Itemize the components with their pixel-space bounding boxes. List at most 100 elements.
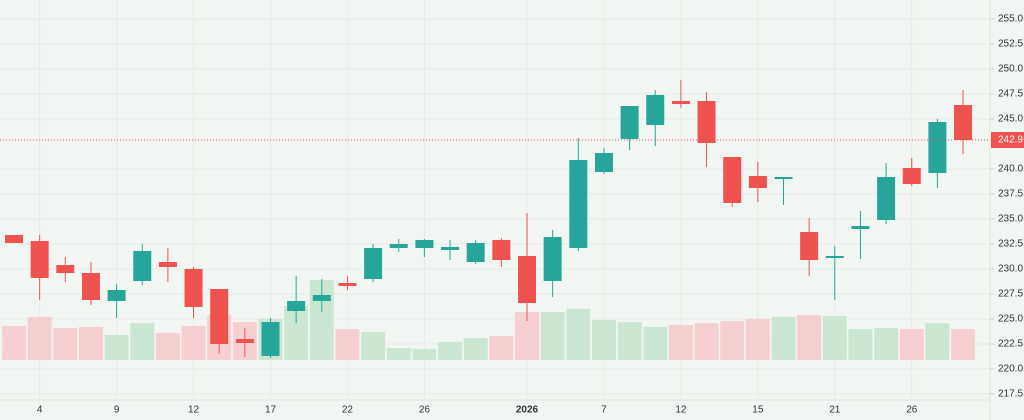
candle-body [569,160,588,248]
y-tick-label: 220.0 [998,364,1023,375]
candle-body [184,269,203,307]
candle-body [261,322,280,356]
candle-body [748,176,767,188]
candle-body [543,237,562,281]
volume-bar [463,338,488,360]
volume-bar [745,319,770,360]
y-tick-label: 252.5 [998,39,1023,50]
candle-body [594,153,613,172]
candle-body [954,105,973,140]
candle-body [928,122,947,173]
volume-bar [489,336,514,360]
price-label: 242.9 [998,135,1023,146]
candle-body [415,240,434,248]
volume-bar [694,323,719,360]
candle-body [723,157,742,203]
candle-body [56,265,75,273]
volume-bar [2,326,26,360]
volume-bar [643,327,668,360]
volume-bar [720,321,745,360]
volume-bar [181,326,206,360]
y-tick-label: 235.0 [998,214,1023,225]
x-tick-label: 12 [188,405,200,416]
candle-body [902,168,921,184]
volume-bar [335,329,360,360]
x-tick-label: 26 [419,405,431,416]
candle-body [30,241,49,278]
y-tick-label: 250.0 [998,64,1023,75]
candle-body [287,301,306,311]
candle-body [671,101,690,104]
volume-bar [412,349,437,360]
y-tick-label: 240.0 [998,164,1023,175]
candle-body [312,295,331,301]
volume-bar [874,328,899,360]
volume-bar [27,317,52,360]
candle-body [620,106,639,139]
candle-body [5,235,23,243]
volume-bar [771,317,796,360]
y-tick-label: 227.5 [998,289,1023,300]
volume-bar [155,333,180,360]
candle-body [646,95,665,125]
x-tick-label: 26 [906,405,918,416]
candle-body [389,244,408,248]
y-tick-label: 217.5 [998,389,1023,400]
candle-body [158,262,177,267]
y-tick-label: 255.0 [998,14,1023,25]
x-tick-label: 21 [829,405,841,416]
candle-body [235,339,254,343]
x-tick-label: 4 [37,405,43,416]
y-tick-label: 247.5 [998,89,1023,100]
candle-body [518,256,536,303]
x-tick-label: 7 [601,405,607,416]
y-tick-label: 237.5 [998,189,1023,200]
candle-body [877,177,896,220]
volume-bar [53,328,78,360]
volume-bar [361,332,386,360]
x-tick-label: 15 [752,405,764,416]
volume-bar [540,312,565,360]
y-tick-label: 230.0 [998,264,1023,275]
candle-body [210,289,229,344]
volume-bar [797,315,822,360]
candle-body [466,243,485,262]
volume-bar [925,323,950,360]
volume-bar [668,325,693,360]
volume-bar [438,342,463,360]
volume-bar [591,320,616,360]
volume-bar [822,316,847,360]
volume-bar [566,309,591,360]
candle-body [81,273,100,300]
x-tick-label: 17 [265,405,277,416]
candle-body [107,290,126,301]
y-tick-label: 245.0 [998,114,1023,125]
volume-bar [104,335,129,360]
candle-body [825,256,844,258]
x-tick-label: 22 [342,405,354,416]
volume-bar [617,322,642,360]
price-label-bg [991,132,1024,148]
volume-bar [899,329,924,360]
y-tick-label: 222.5 [998,339,1023,350]
candle-body [364,248,383,279]
candle-body [338,283,357,286]
volume-bar [951,329,976,360]
x-tick-label: 12 [675,405,687,416]
candle-body [774,177,793,179]
candle-body [133,251,152,281]
x-tick-label: 9 [114,405,120,416]
x-tick-label: 2026 [516,405,539,416]
candle-body [851,226,870,229]
y-tick-label: 232.5 [998,239,1023,250]
candle-body [697,101,716,143]
volume-bar [386,348,411,360]
volume-bar [848,329,873,360]
volume-bar [78,327,103,360]
candle-body [800,232,819,260]
candle-body [492,240,511,260]
volume-bar [130,323,155,360]
y-tick-label: 225.0 [998,314,1023,325]
